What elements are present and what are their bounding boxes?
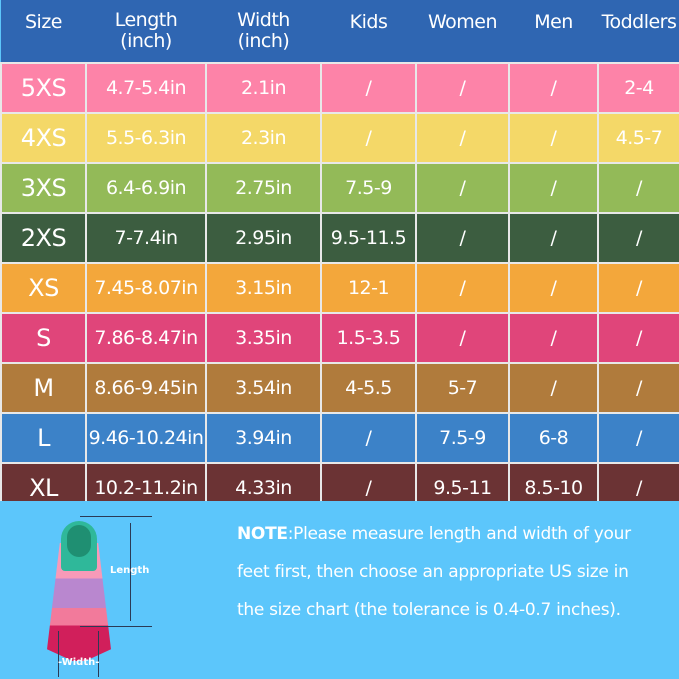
table-cell: / (597, 262, 679, 314)
table-row: 3XS 6.4-6.9in 2.75in 7.5-9// / (0, 162, 679, 214)
size-cell: 5XS (0, 62, 87, 114)
table-cell: / (320, 112, 417, 164)
table-cell: 9.5-11.5 (320, 212, 417, 264)
table-cell: 3.94in (205, 412, 322, 464)
table-cell: 5-7 (415, 362, 510, 414)
table-cell: / (597, 362, 679, 414)
table-cell: 2.75in (205, 162, 322, 214)
table-row: 2XS 7-7.4in 2.95in 9.5-11.5// / (0, 212, 679, 264)
table-cell: / (415, 262, 510, 314)
table-cell: / (597, 162, 679, 214)
table-cell: / (597, 212, 679, 264)
note-label: NOTE (237, 524, 288, 544)
table-cell: 1.5-3.5 (320, 312, 417, 364)
size-cell: 4XS (0, 112, 87, 164)
table-cell: 2.95in (205, 212, 322, 264)
table-row: XS 7.45-8.07in 3.15in 12-1// / (0, 262, 679, 314)
size-cell: 2XS (0, 212, 87, 264)
size-cell: XS (0, 262, 87, 314)
table-cell: 2.1in (205, 62, 322, 114)
table-cell: 2-4 (597, 62, 679, 114)
table-cell: / (320, 62, 417, 114)
table-cell: 7.5-9 (415, 412, 510, 464)
table-cell: 4.7-5.4in (85, 62, 207, 114)
table-row: L 9.46-10.24in 3.94in/7.5-9 6-8/ (0, 412, 679, 464)
column-header: Toddlers (598, 0, 679, 63)
table-cell: / (597, 312, 679, 364)
table-cell: / (508, 112, 599, 164)
table-cell: / (508, 62, 599, 114)
table-cell: / (508, 362, 599, 414)
size-cell: 3XS (0, 162, 87, 214)
table-cell: 6-8 (508, 412, 599, 464)
table-cell: 4.5-7 (597, 112, 679, 164)
header-line: Men (534, 11, 573, 33)
table-row: S 7.86-8.47in 3.35in 1.5-3.5// / (0, 312, 679, 364)
table-cell: 7.45-8.07in (85, 262, 207, 314)
table-cell: / (415, 212, 510, 264)
table-cell: 5.5-6.3in (85, 112, 207, 164)
swim-fin-illustration (43, 521, 115, 661)
table-cell: / (415, 312, 510, 364)
column-header: Length (inch) (86, 0, 206, 63)
header-row: Size Length (inch) Width (inch) Kids Women Men T… (1, 0, 679, 63)
table-cell: 2.3in (205, 112, 322, 164)
table-cell: 8.66-9.45in (85, 362, 207, 414)
table-cell: 3.15in (205, 262, 322, 314)
table-row: M 8.66-9.45in 3.54in 4-5.5 5-7// (0, 362, 679, 414)
table-cell: / (508, 262, 599, 314)
table-cell: 12-1 (320, 262, 417, 314)
column-header: Size (1, 0, 86, 63)
column-header: Men (509, 0, 598, 63)
header-line: Length (114, 9, 178, 31)
table-cell: / (415, 62, 510, 114)
table-cell: 4-5.5 (320, 362, 417, 414)
size-cell: S (0, 312, 87, 364)
table-row: 5XS 4.7-5.4in 2.1in / //2-4 (0, 62, 679, 114)
table-cell: / (508, 312, 599, 364)
column-header: Women (416, 0, 509, 63)
size-cell: L (0, 412, 87, 464)
table-cell: / (508, 162, 599, 214)
table-cell: 9.46-10.24in (85, 412, 207, 464)
header-line: (inch) (120, 30, 172, 52)
header-line: Women (427, 11, 498, 33)
column-header: Kids (321, 0, 416, 63)
table-cell: 7-7.4in (85, 212, 207, 264)
table-cell: 7.5-9 (320, 162, 417, 214)
table-cell: / (508, 212, 599, 264)
header-line: (inch) (237, 30, 290, 52)
table-row: 4XS 5.5-6.3in 2.3in / //4.5-7 (0, 112, 679, 164)
table-cell: 3.35in (205, 312, 322, 364)
width-label: -Width- (58, 657, 100, 668)
table-cell: / (597, 412, 679, 464)
size-table: Size Length (inch) Width (inch) Kids Women Men T… (0, 0, 679, 514)
column-header: Width (inch) (206, 0, 321, 63)
note-panel: Length -Width- NOTE:Please measure lengt… (0, 501, 679, 679)
length-label: Length (110, 565, 150, 576)
table-cell: / (320, 412, 417, 464)
header-line: Kids (349, 11, 388, 33)
header-line: Width (237, 9, 290, 31)
table-cell: / (415, 162, 510, 214)
table-cell: 3.54in (205, 362, 322, 414)
note-text: NOTE:Please measure length and width of … (237, 524, 631, 620)
header-line: Size (24, 11, 63, 33)
table-cell: 6.4-6.9in (85, 162, 207, 214)
table-cell: 7.86-8.47in (85, 312, 207, 364)
size-cell: M (0, 362, 87, 414)
header-line: Toddlers (601, 11, 677, 33)
table-cell: / (415, 112, 510, 164)
